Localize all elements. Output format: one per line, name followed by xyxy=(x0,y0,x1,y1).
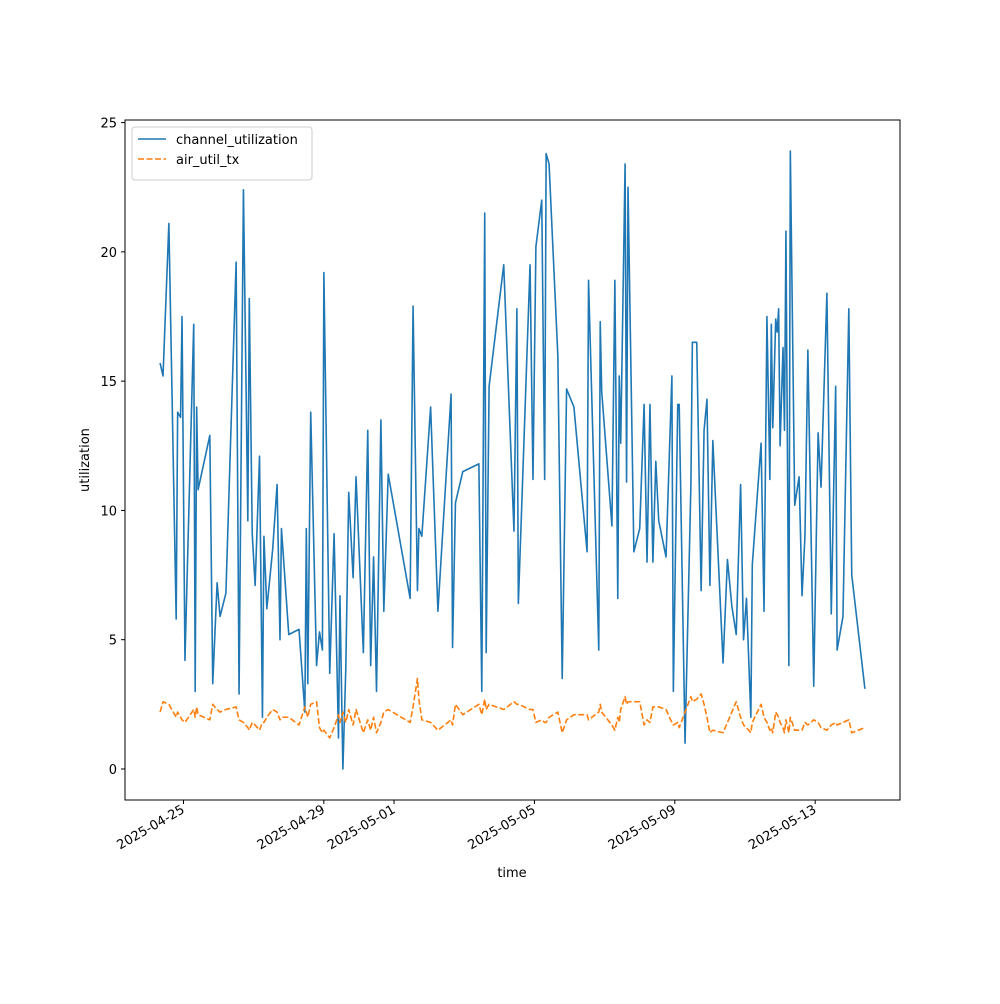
data-line xyxy=(159,150,866,770)
y-tick-label: 25 xyxy=(100,117,117,132)
legend-label: air_util_tx xyxy=(176,153,240,168)
legend-label: channel_utilization xyxy=(176,133,298,148)
y-tick-label: 10 xyxy=(100,504,117,519)
y-tick-label: 20 xyxy=(100,246,117,261)
legend-box xyxy=(131,126,313,181)
x-axis-label: time xyxy=(497,866,526,881)
y-tick-label: 5 xyxy=(109,634,117,649)
plot-frame xyxy=(124,119,901,801)
data-line xyxy=(159,677,866,739)
y-tick-label: 15 xyxy=(100,375,117,390)
legend: channel_utilization air_util_tx xyxy=(131,126,313,181)
y-tick-label: 0 xyxy=(109,763,117,778)
y-axis-label: utilization xyxy=(78,428,93,492)
